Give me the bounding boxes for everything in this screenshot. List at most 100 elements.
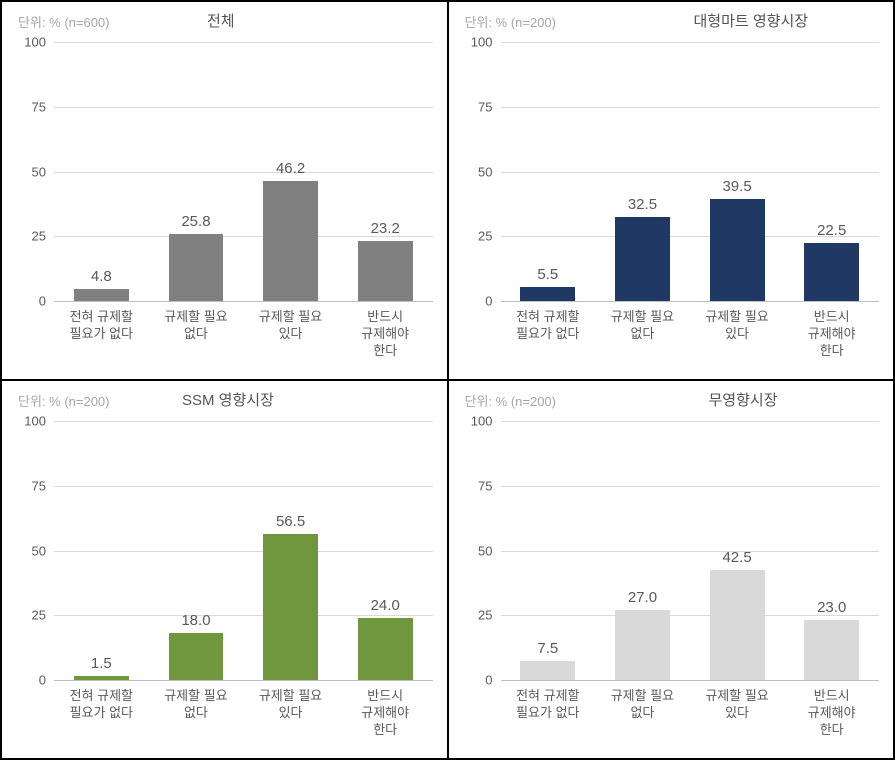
bar-value-label: 1.5 bbox=[91, 655, 112, 676]
bar-value-label: 23.0 bbox=[817, 599, 846, 620]
bar: 23.2 bbox=[358, 241, 413, 301]
y-tick: 0 bbox=[39, 294, 54, 309]
x-label: 전혀 규제할 필요가 없다 bbox=[54, 305, 149, 373]
bar-value-label: 22.5 bbox=[817, 222, 846, 243]
x-label: 전혀 규제할 필요가 없다 bbox=[54, 684, 149, 752]
x-labels: 전혀 규제할 필요가 없다규제할 필요 없다규제할 필요 있다반드시 규제해야 … bbox=[501, 684, 880, 752]
x-label: 규제할 필요 있다 bbox=[690, 684, 785, 752]
bar-value-label: 32.5 bbox=[628, 196, 657, 217]
bar: 22.5 bbox=[804, 243, 859, 301]
bar-value-label: 56.5 bbox=[276, 513, 305, 534]
y-tick: 0 bbox=[39, 673, 54, 688]
x-label: 반드시 규제해야 한다 bbox=[338, 684, 433, 752]
unit-label: 단위: % (n=200) bbox=[465, 12, 557, 31]
bar-slot: 18.0 bbox=[149, 421, 244, 680]
bar-slot: 32.5 bbox=[595, 42, 690, 301]
bar-value-label: 23.2 bbox=[371, 220, 400, 241]
y-tick: 25 bbox=[478, 229, 500, 244]
y-tick: 100 bbox=[24, 414, 54, 429]
bar-value-label: 4.8 bbox=[91, 268, 112, 289]
y-tick: 75 bbox=[478, 478, 500, 493]
bar: 46.2 bbox=[263, 181, 318, 301]
gridline bbox=[501, 680, 880, 681]
bar-value-label: 27.0 bbox=[628, 589, 657, 610]
bar: 25.8 bbox=[169, 234, 224, 301]
bar-slot: 5.5 bbox=[501, 42, 596, 301]
x-label: 규제할 필요 없다 bbox=[595, 684, 690, 752]
x-label: 반드시 규제해야 한다 bbox=[784, 305, 879, 373]
y-tick: 75 bbox=[32, 478, 54, 493]
plot: 02550751005.532.539.522.5 bbox=[501, 42, 880, 301]
bar-slot: 42.5 bbox=[690, 421, 785, 680]
y-tick: 100 bbox=[24, 35, 54, 50]
plot: 02550751007.527.042.523.0 bbox=[501, 421, 880, 680]
bar-slot: 56.5 bbox=[243, 421, 338, 680]
y-tick: 100 bbox=[471, 35, 501, 50]
chart-area: 02550751007.527.042.523.0 bbox=[501, 421, 880, 680]
chart-area: 02550751001.518.056.524.0 bbox=[54, 421, 433, 680]
plot: 02550751001.518.056.524.0 bbox=[54, 421, 433, 680]
panel-title: 무영향시장 bbox=[709, 389, 778, 410]
bars: 5.5 32.5 39.5 22.5 bbox=[501, 42, 880, 301]
x-labels: 전혀 규제할 필요가 없다규제할 필요 없다규제할 필요 있다반드시 규제해야 … bbox=[54, 305, 433, 373]
bar-slot: 4.8 bbox=[54, 42, 149, 301]
bar: 24.0 bbox=[358, 618, 413, 680]
y-tick: 25 bbox=[32, 229, 54, 244]
x-label: 전혀 규제할 필요가 없다 bbox=[501, 305, 596, 373]
y-tick: 0 bbox=[485, 673, 500, 688]
bar: 23.0 bbox=[804, 620, 859, 680]
bar: 27.0 bbox=[615, 610, 670, 680]
plot: 02550751004.825.846.223.2 bbox=[54, 42, 433, 301]
bar-value-label: 24.0 bbox=[371, 597, 400, 618]
panel-title: 대형마트 영향시장 bbox=[694, 10, 809, 31]
y-tick: 50 bbox=[32, 164, 54, 179]
x-label: 규제할 필요 있다 bbox=[243, 684, 338, 752]
bar-value-label: 18.0 bbox=[181, 612, 210, 633]
bar: 1.5 bbox=[74, 676, 129, 680]
y-tick: 0 bbox=[485, 294, 500, 309]
bar-slot: 1.5 bbox=[54, 421, 149, 680]
chart-area: 02550751004.825.846.223.2 bbox=[54, 42, 433, 301]
bar: 39.5 bbox=[710, 199, 765, 301]
bar: 18.0 bbox=[169, 633, 224, 680]
bars: 7.5 27.0 42.5 23.0 bbox=[501, 421, 880, 680]
y-tick: 50 bbox=[32, 543, 54, 558]
bar-slot: 27.0 bbox=[595, 421, 690, 680]
unit-label: 단위: % (n=600) bbox=[18, 12, 110, 31]
bar-slot: 46.2 bbox=[243, 42, 338, 301]
bar-value-label: 42.5 bbox=[722, 549, 751, 570]
panel-none: 단위: % (n=200) 무영향시장 02550751007.527.042.… bbox=[448, 380, 895, 759]
bar-slot: 23.0 bbox=[784, 421, 879, 680]
panel-title: 전체 bbox=[207, 10, 235, 31]
panel-title: SSM 영향시장 bbox=[182, 389, 274, 410]
x-labels: 전혀 규제할 필요가 없다규제할 필요 없다규제할 필요 있다반드시 규제해야 … bbox=[501, 305, 880, 373]
x-label: 규제할 필요 있다 bbox=[690, 305, 785, 373]
x-labels: 전혀 규제할 필요가 없다규제할 필요 없다규제할 필요 있다반드시 규제해야 … bbox=[54, 684, 433, 752]
bar-slot: 25.8 bbox=[149, 42, 244, 301]
y-tick: 75 bbox=[32, 99, 54, 114]
y-tick: 100 bbox=[471, 414, 501, 429]
unit-label: 단위: % (n=200) bbox=[465, 391, 557, 410]
y-tick: 75 bbox=[478, 99, 500, 114]
x-label: 반드시 규제해야 한다 bbox=[784, 684, 879, 752]
chart-area: 02550751005.532.539.522.5 bbox=[501, 42, 880, 301]
x-label: 전혀 규제할 필요가 없다 bbox=[501, 684, 596, 752]
bar-value-label: 7.5 bbox=[537, 640, 558, 661]
y-tick: 50 bbox=[478, 543, 500, 558]
bar: 42.5 bbox=[710, 570, 765, 680]
panel-hypermart: 단위: % (n=200) 대형마트 영향시장 02550751005.532.… bbox=[448, 1, 895, 380]
panel-ssm: 단위: % (n=200) SSM 영향시장 02550751001.518.0… bbox=[1, 380, 448, 759]
bars: 1.5 18.0 56.5 24.0 bbox=[54, 421, 433, 680]
bar-slot: 23.2 bbox=[338, 42, 433, 301]
bar: 56.5 bbox=[263, 534, 318, 680]
x-label: 규제할 필요 없다 bbox=[595, 305, 690, 373]
x-label: 반드시 규제해야 한다 bbox=[338, 305, 433, 373]
gridline bbox=[54, 301, 433, 302]
bar: 7.5 bbox=[520, 661, 575, 680]
bar-slot: 24.0 bbox=[338, 421, 433, 680]
bar-value-label: 5.5 bbox=[537, 266, 558, 287]
panel-all: 단위: % (n=600) 전체 0 25 50 75 100 4.8 25.8 46.2 23… bbox=[1, 1, 448, 380]
x-label: 규제할 필요 있다 bbox=[243, 305, 338, 373]
gridline bbox=[54, 680, 433, 681]
bar-slot: 39.5 bbox=[690, 42, 785, 301]
